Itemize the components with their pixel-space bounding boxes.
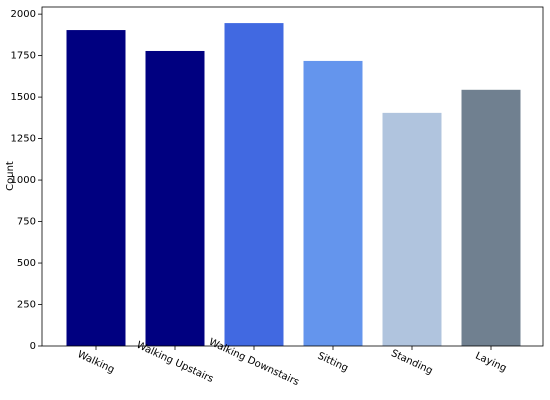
y-tick-label: 500 xyxy=(17,258,36,269)
y-tick-label: 1500 xyxy=(11,92,36,103)
y-tick-label: 750 xyxy=(17,217,36,228)
y-tick-label: 1750 xyxy=(11,51,36,62)
y-tick-label: 1000 xyxy=(11,175,36,186)
x-tick-label: Walking xyxy=(76,349,116,376)
bar xyxy=(145,50,205,346)
bar xyxy=(382,112,442,347)
bar xyxy=(303,60,363,347)
y-tick-label: 0 xyxy=(30,341,36,352)
bar xyxy=(461,89,521,346)
bar xyxy=(66,30,126,347)
x-tick-label: Sitting xyxy=(316,351,350,375)
plot-frame xyxy=(41,6,544,347)
x-tick-label: Laying xyxy=(473,350,508,374)
y-tick-label: 1250 xyxy=(11,134,36,145)
y-axis-label: Count xyxy=(5,161,16,191)
y-tick-label: 2000 xyxy=(11,9,36,20)
x-tick-label: Standing xyxy=(389,348,434,377)
bar xyxy=(224,23,284,346)
y-tick-label: 250 xyxy=(17,300,36,311)
